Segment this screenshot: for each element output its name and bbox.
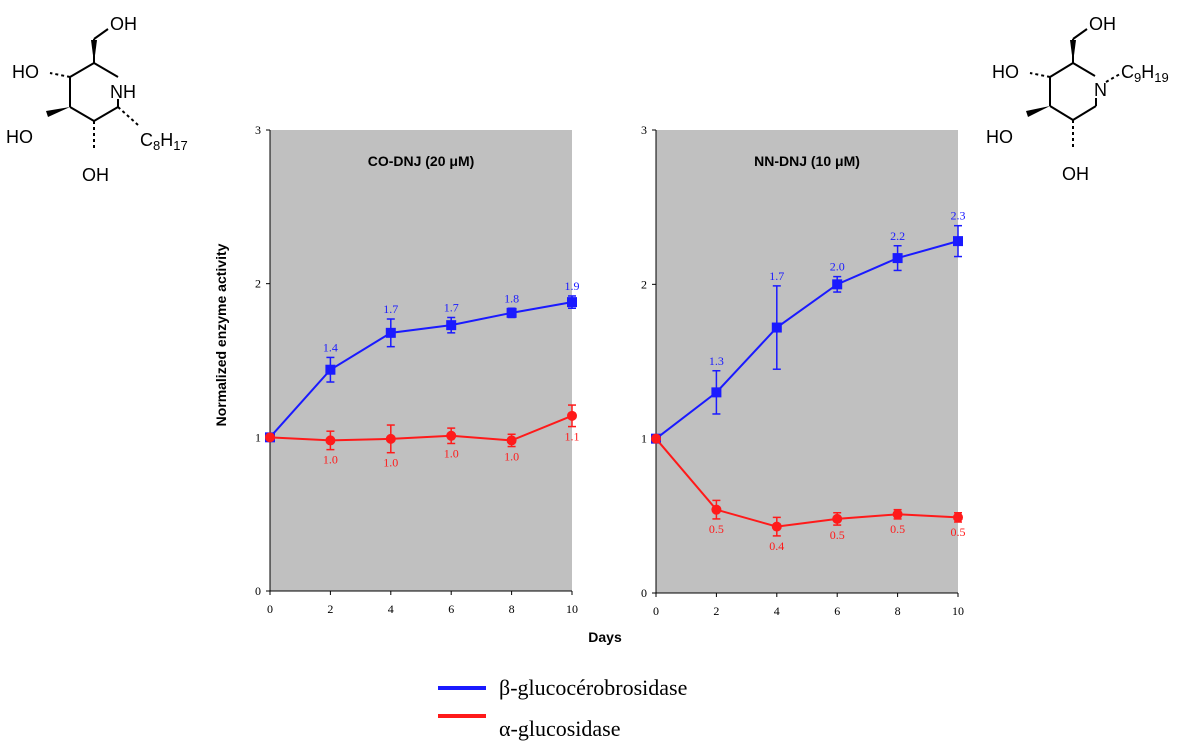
alpha-series-data-label: 0.4 [769,539,784,553]
beta-series-point [506,307,517,318]
alpha-series-data-label: 1.0 [504,450,519,464]
x-tick-label: 0 [267,602,273,616]
y-tick-label: 0 [641,586,647,600]
x-tick-label: 4 [774,604,780,618]
y-tick-label: 2 [255,277,261,291]
y-tick-label: 0 [255,584,261,598]
left-nh-label: NH [110,82,136,102]
right-n-label: N [1094,80,1107,100]
beta-series-data-label: 1.7 [444,300,459,314]
y-tick-label: 3 [641,123,647,137]
beta-series-point [385,327,396,338]
y-tick-label: 2 [641,277,647,291]
left-chain-label: C8H17 [140,130,188,153]
beta-series-point [567,297,577,308]
x-tick-label: 4 [388,602,394,616]
chart-panel-1: 0 1 2 3 0 2 4 6 8 10 CO-DNJ (20 μM) 1.4 1.7 1.7 1.8 1.9… [255,123,580,616]
beta-series-line [655,240,959,440]
beta-series-data-label: 1.4 [323,340,338,354]
x-tick-label: 8 [509,602,515,616]
x-tick-label: 6 [448,602,454,616]
x-tick-label: 0 [653,604,659,618]
alpha-series-point [446,430,457,441]
beta-series-data-label: 1.9 [565,279,580,293]
beta-series-data-label: 1.8 [504,291,519,305]
x-tick-label: 6 [834,604,840,618]
right-chain-label: C9H19 [1121,62,1169,85]
right-oh-top-label: OH [1089,14,1116,34]
beta-series-point [325,364,336,375]
left-ho-bottom-label: HO [6,127,33,147]
left-oh-top-label: OH [110,14,137,34]
beta-series-point [832,279,843,290]
y-axis-title: Normalized enzyme activity [213,243,229,426]
beta-series-data-label: 2.2 [890,229,905,243]
x-tick-label: 2 [713,604,719,618]
alpha-series-point [892,509,903,520]
alpha-series-point [953,512,963,523]
beta-series-data-label: 1.3 [709,354,724,368]
x-axis-title: Days [588,629,622,645]
alpha-series-data-label: 1.1 [565,430,580,444]
beta-series-line [269,301,573,438]
alpha-series-point [771,521,782,532]
beta-series-point [953,236,963,247]
beta-series-point [892,253,903,264]
right-oh-bottom-label: OH [1062,164,1089,184]
alpha-series-point [651,433,661,444]
legend-label-alpha: α-glucosidase [499,716,621,741]
right-ho-bottom-label: HO [986,127,1013,147]
alpha-series-point [325,435,336,446]
alpha-series-data-label: 1.0 [383,456,398,470]
beta-series-point [446,320,457,331]
y-tick-label: 1 [255,430,261,444]
legend: β-glucocérobrosidase α-glucosidase [438,675,687,741]
plot-background [270,130,572,591]
left-structure: OH HO NH HO OH C8H17 [6,14,188,185]
left-oh-bottom-label: OH [82,165,109,185]
alpha-series-point [506,435,517,446]
alpha-series-point [711,504,722,515]
legend-label-beta: β-glucocérobrosidase [499,675,687,700]
alpha-series-data-label: 1.0 [323,453,338,467]
y-tick-label: 3 [255,123,261,137]
panel-title: CO-DNJ (20 μM) [368,153,475,169]
right-ho-left-label: HO [992,62,1019,82]
alpha-series-line [269,414,573,442]
plot-background [656,130,958,593]
x-tick-label: 8 [895,604,901,618]
alpha-series-data-label: 1.0 [444,446,459,460]
alpha-series-point [832,513,843,524]
beta-series-point [771,322,782,333]
alpha-series-data-label: 0.5 [709,522,724,536]
alpha-series-line [655,438,959,528]
beta-series-data-label: 2.0 [830,260,845,274]
beta-series-data-label: 2.3 [951,209,966,223]
beta-series-data-label: 1.7 [769,269,784,283]
alpha-series-point [567,410,577,421]
alpha-series-point [265,432,275,443]
y-tick-label: 1 [641,432,647,446]
left-ho-left-label: HO [12,62,39,82]
alpha-series-data-label: 0.5 [890,522,905,536]
x-tick-label: 10 [566,602,578,616]
panel-title: NN-DNJ (10 μM) [754,153,860,169]
chart-panel-2: 0 1 2 3 0 2 4 6 8 10 NN-DNJ (10 μM) 1.3 1.7 2.0 2.2 2.3… [641,123,966,618]
right-structure: OH HO N C9H19 HO OH [986,14,1169,184]
alpha-series-data-label: 0.5 [951,525,966,539]
alpha-series-data-label: 0.5 [830,528,845,542]
alpha-series-point [385,433,396,444]
beta-series-data-label: 1.7 [383,302,398,316]
x-tick-label: 10 [952,604,964,618]
beta-series-point [711,387,722,398]
x-tick-label: 2 [327,602,333,616]
